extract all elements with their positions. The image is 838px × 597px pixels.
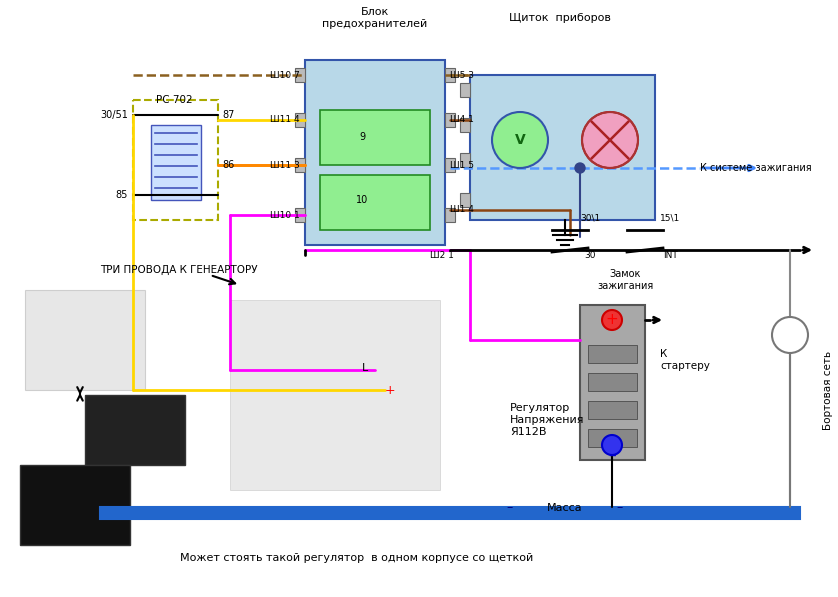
Text: V: V: [515, 133, 525, 147]
Bar: [588, 401, 637, 419]
Text: ТРИ ПРОВОДА К ГЕНЕАРТОРУ: ТРИ ПРОВОДА К ГЕНЕАРТОРУ: [100, 265, 257, 275]
Text: 30/51: 30/51: [100, 110, 128, 120]
Circle shape: [772, 317, 808, 353]
Bar: [133, 100, 218, 220]
Bar: [320, 175, 430, 230]
Bar: [295, 113, 305, 127]
Text: Ш5 3: Ш5 3: [450, 70, 474, 79]
Bar: [580, 305, 645, 460]
Bar: [588, 429, 637, 447]
Text: L: L: [362, 363, 368, 373]
Text: Бортовая сеть: Бортовая сеть: [823, 350, 833, 430]
Bar: [588, 373, 637, 391]
Text: Ш11 4: Ш11 4: [271, 115, 300, 125]
Text: 30: 30: [584, 251, 596, 260]
Text: +: +: [606, 312, 618, 328]
Text: –: –: [608, 448, 616, 463]
Text: –: –: [507, 501, 513, 515]
Text: Блок
предохранителей: Блок предохранителей: [323, 7, 427, 29]
Text: К системе зажигания: К системе зажигания: [700, 163, 812, 173]
Bar: [470, 75, 655, 220]
Text: Регулятор
Напряжения
Я112В: Регулятор Напряжения Я112В: [510, 404, 584, 436]
Text: Замок
зажигания: Замок зажигания: [597, 269, 653, 291]
Bar: [305, 60, 445, 245]
Text: Масса: Масса: [547, 503, 582, 513]
Bar: [100, 507, 800, 519]
Circle shape: [582, 112, 638, 168]
Circle shape: [602, 310, 622, 330]
Bar: [460, 118, 470, 132]
Text: Щиток  приборов: Щиток приборов: [509, 13, 611, 23]
Text: Ш1 4: Ш1 4: [450, 205, 473, 214]
Text: Ш10 7: Ш10 7: [270, 70, 300, 79]
Bar: [445, 208, 455, 222]
Bar: [460, 83, 470, 97]
Text: 86: 86: [222, 160, 235, 170]
Text: Ш2 1: Ш2 1: [430, 251, 454, 260]
Text: 87: 87: [222, 110, 235, 120]
Text: РС 702: РС 702: [156, 95, 192, 105]
Text: К
стартеру: К стартеру: [660, 349, 710, 371]
Circle shape: [575, 163, 585, 173]
Text: Ш11 3: Ш11 3: [270, 161, 300, 170]
Bar: [460, 193, 470, 207]
Text: Ш1 5: Ш1 5: [450, 161, 474, 170]
Circle shape: [492, 112, 548, 168]
Text: 9: 9: [359, 132, 365, 142]
Bar: [85, 395, 185, 465]
Text: 15\1: 15\1: [660, 214, 680, 223]
Bar: [151, 125, 201, 200]
Bar: [445, 158, 455, 172]
Text: Ш10 1: Ш10 1: [270, 211, 300, 220]
Text: 85: 85: [116, 190, 128, 200]
Bar: [295, 158, 305, 172]
Text: Может стоять такой регулятор  в одном корпусе со щеткой: Может стоять такой регулятор в одном кор…: [180, 553, 533, 563]
Text: 10: 10: [356, 195, 368, 205]
Bar: [460, 153, 470, 167]
Text: +: +: [385, 383, 396, 396]
Bar: [320, 110, 430, 165]
Text: Ш4 1: Ш4 1: [450, 115, 473, 125]
Bar: [295, 68, 305, 82]
Bar: [445, 113, 455, 127]
Text: INT: INT: [663, 251, 677, 260]
Text: –: –: [617, 501, 623, 515]
Bar: [230, 300, 440, 490]
Bar: [295, 208, 305, 222]
Circle shape: [602, 435, 622, 455]
Bar: [445, 68, 455, 82]
Bar: [588, 345, 637, 363]
Bar: [25, 290, 145, 390]
Bar: [20, 465, 130, 545]
Text: 30\1: 30\1: [580, 214, 600, 223]
